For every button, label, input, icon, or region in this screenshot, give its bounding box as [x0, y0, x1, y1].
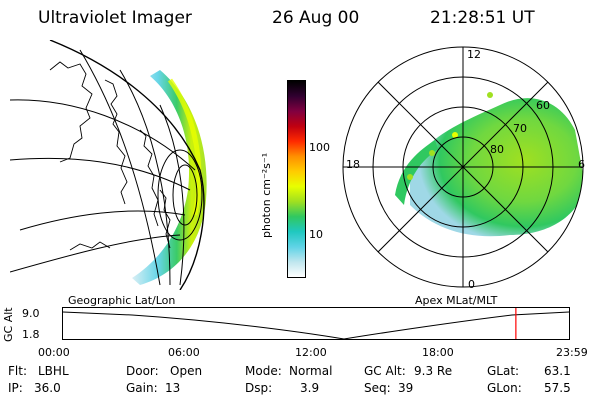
altitude-xtick-0: 00:00 [38, 346, 70, 359]
date-label: 26 Aug 00 [272, 8, 360, 28]
mlt-label-18: 18 [346, 158, 360, 171]
seq-label: Seq: [364, 381, 391, 395]
altitude-ytick-low: 1.8 [22, 328, 40, 341]
door-value: Open [170, 364, 203, 378]
altitude-ytick-high: 9.0 [22, 307, 40, 320]
colorbar-tick-10: 10 [309, 228, 323, 241]
mlt-label-12: 12 [467, 48, 481, 61]
altitude-xtick-2: 12:00 [295, 346, 327, 359]
ip-value: 36.0 [34, 381, 61, 395]
geographic-panel-label: Geographic Lat/Lon [68, 294, 176, 307]
mode-label: Mode: [245, 364, 282, 378]
seq-value: 39 [398, 381, 414, 395]
flt-value: LBHL [38, 364, 69, 378]
lat-label-80: 80 [490, 143, 504, 156]
altitude-xtick-4: 23:59 [556, 346, 588, 359]
lat-label-60: 60 [536, 99, 550, 112]
colorbar [287, 80, 306, 278]
polar-image [342, 46, 584, 288]
glon-value: 57.5 [544, 381, 571, 395]
time-label: 21:28:51 UT [430, 8, 535, 28]
gcalt-label: GC Alt: [364, 364, 406, 378]
altitude-xtick-1: 06:00 [168, 346, 200, 359]
flt-label: Flt: [8, 364, 27, 378]
gcalt-value: 9.3 Re [414, 364, 453, 378]
colorbar-tick-100: 100 [309, 141, 330, 154]
mlt-label-0: 0 [468, 278, 475, 291]
ip-label: IP: [8, 381, 23, 395]
altitude-ylabel: GC Alt [2, 307, 15, 342]
altitude-xtick-3: 18:00 [422, 346, 454, 359]
gain-value: 13 [165, 381, 181, 395]
door-label: Door: [126, 364, 159, 378]
dsp-label: Dsp: [245, 381, 273, 395]
lat-label-70: 70 [513, 122, 527, 135]
glon-label: GLon: [487, 381, 522, 395]
app-title: Ultraviolet Imager [38, 8, 192, 28]
geographic-image [10, 40, 207, 290]
altitude-plot [62, 307, 570, 340]
glat-value: 63.1 [544, 364, 571, 378]
colorbar-unit-label: photon cm⁻²s⁻¹ [260, 152, 273, 238]
mlt-label-6: 6 [578, 158, 585, 171]
gain-label: Gain: [126, 381, 158, 395]
mode-value: Normal [289, 364, 333, 378]
apex-panel-label: Apex MLat/MLT [415, 294, 498, 307]
dsp-value: 3.9 [300, 381, 320, 395]
glat-label: GLat: [487, 364, 520, 378]
